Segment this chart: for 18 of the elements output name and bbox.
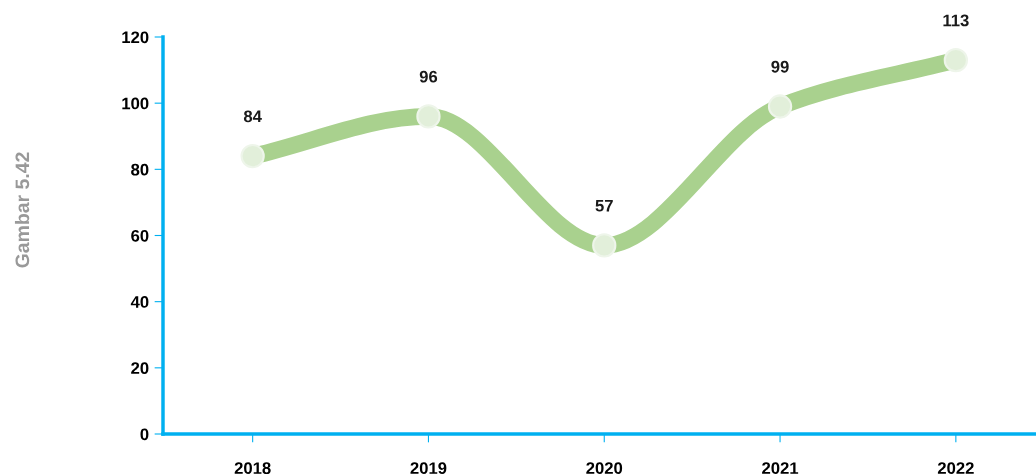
data-label: 84 <box>243 110 262 123</box>
x-tick-label: 2018 <box>234 462 271 475</box>
y-tick-label: 0 <box>140 428 149 441</box>
y-tick-label: 80 <box>131 163 149 176</box>
x-tick-label: 2022 <box>937 462 974 475</box>
x-tick-label: 2019 <box>410 462 447 475</box>
y-tick-label: 100 <box>122 97 149 110</box>
data-label: 113 <box>943 14 969 27</box>
data-label: 99 <box>771 60 789 73</box>
y-tick-label: 20 <box>131 362 149 375</box>
x-tick-label: 2021 <box>762 462 799 475</box>
y-tick-label: 60 <box>131 229 149 242</box>
y-tick-label: 40 <box>130 296 149 308</box>
data-label: 96 <box>419 70 438 83</box>
y-tick-label: 120 <box>122 31 149 44</box>
data-label: 57 <box>595 199 613 212</box>
x-tick-label: 2020 <box>586 462 623 475</box>
text: Gambar 5.42 <box>14 152 30 268</box>
